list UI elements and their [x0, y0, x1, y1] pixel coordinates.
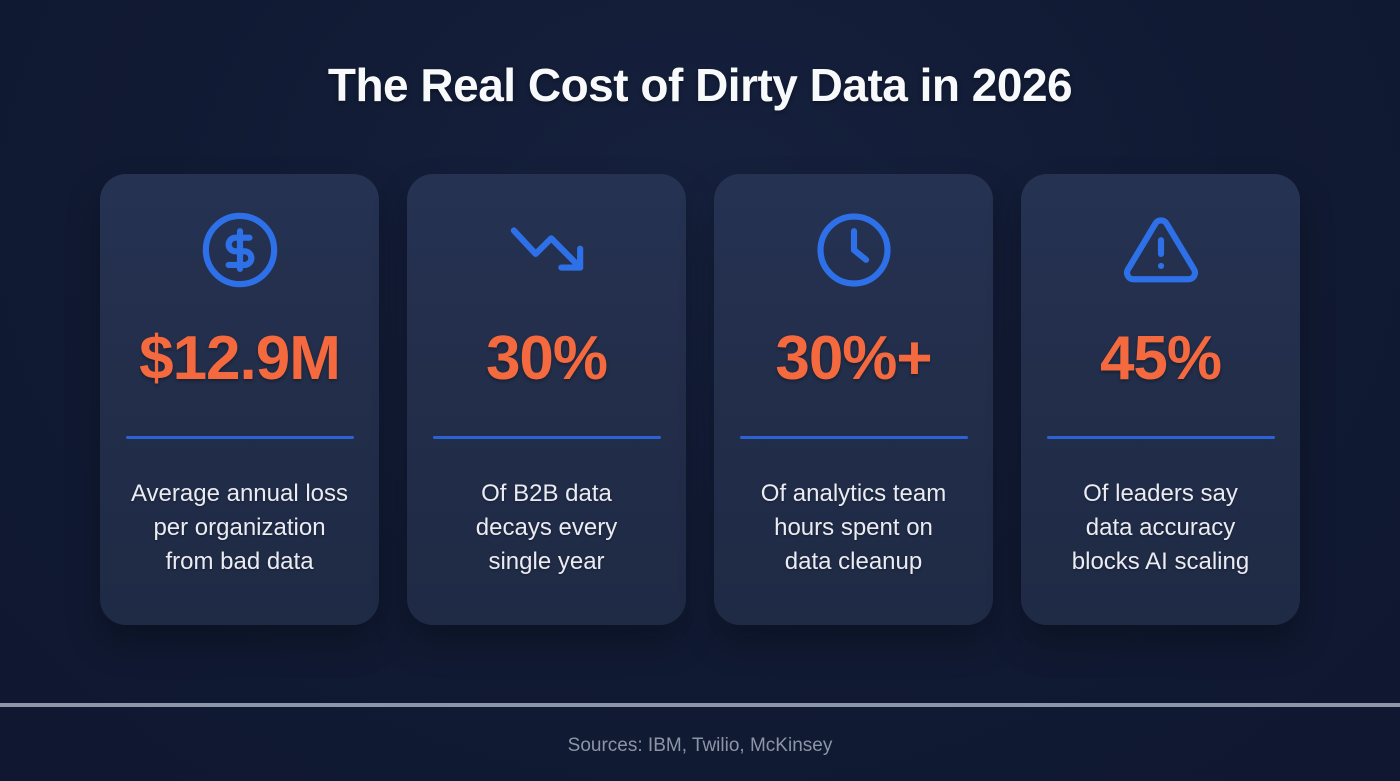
stat-description-line: blocks AI scaling [1071, 548, 1250, 575]
stat-description-line: data cleanup [784, 548, 923, 575]
stat-description-line: Of leaders say [1083, 480, 1238, 507]
stat-description: Of leaders say data accuracy blocks AI s… [1021, 477, 1300, 579]
stat-description-line: single year [488, 548, 605, 575]
stat-card-annual-loss: $12.9M Average annual loss per organizat… [100, 174, 379, 625]
stat-divider [432, 436, 661, 439]
stat-description-line: Of B2B data [481, 480, 612, 507]
stat-value: 45% [1099, 324, 1222, 393]
stat-cards-row: $12.9M Average annual loss per organizat… [0, 174, 1400, 625]
stat-divider [1046, 436, 1275, 439]
stat-description-line: per organization [153, 514, 326, 541]
stat-description: Of B2B data decays every single year [407, 477, 686, 579]
stat-description-line: Average annual loss [130, 480, 349, 507]
page-title: The Real Cost of Dirty Data in 2026 [327, 59, 1073, 111]
stat-description: Average annual loss per organization fro… [100, 477, 379, 579]
stat-description-line: from bad data [165, 548, 314, 575]
alert-triangle-icon [1021, 210, 1300, 290]
stat-value: 30%+ [775, 324, 932, 393]
footer-divider [0, 703, 1400, 707]
stat-value: 30% [485, 324, 608, 393]
stat-description: Of analytics team hours spent on data cl… [714, 477, 993, 579]
stat-description-line: Of analytics team [760, 480, 947, 507]
stat-description-line: hours spent on [774, 514, 933, 541]
stat-card-cleanup-hours: 30%+ Of analytics team hours spent on da… [714, 174, 993, 625]
stat-card-data-decay: 30% Of B2B data decays every single year [407, 174, 686, 625]
stat-card-ai-scaling: 45% Of leaders say data accuracy blocks … [1021, 174, 1300, 625]
trending-down-icon [407, 210, 686, 290]
stat-divider [125, 436, 354, 439]
stat-divider [739, 436, 968, 439]
stat-value: $12.9M [139, 324, 341, 393]
stat-description-line: data accuracy [1085, 514, 1236, 541]
stat-description-line: decays every [475, 514, 618, 541]
sources-text: Sources: IBM, Twilio, McKinsey [567, 735, 833, 756]
clock-icon [714, 210, 993, 290]
dollar-circle-icon [100, 210, 379, 290]
